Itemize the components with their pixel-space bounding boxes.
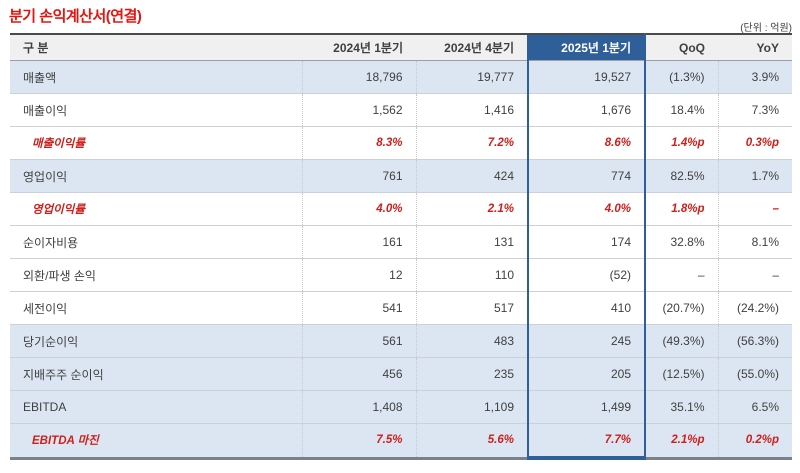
value-cell: (52) bbox=[527, 258, 646, 292]
table-row: 지배주주 순이익 456 235 205 (12.5%) (55.0%) bbox=[10, 357, 792, 391]
row-label: 당기순이익 bbox=[10, 324, 302, 358]
row-label: 영업이익 bbox=[10, 159, 302, 193]
value-cell: 161 bbox=[301, 225, 416, 259]
row-label: 매출이익률 bbox=[10, 126, 302, 160]
value-cell: 205 bbox=[527, 357, 646, 391]
value-cell: 0.2%p bbox=[717, 423, 792, 460]
value-cell: 12 bbox=[301, 258, 416, 292]
value-cell: 174 bbox=[527, 225, 646, 259]
value-cell: 483 bbox=[415, 324, 528, 358]
row-label: 지배주주 순이익 bbox=[10, 357, 302, 391]
row-label: 외환/파생 손익 bbox=[10, 258, 302, 292]
value-cell: 35.1% bbox=[644, 390, 718, 424]
value-cell: 3.9% bbox=[717, 60, 792, 94]
value-cell: 1,416 bbox=[415, 93, 528, 127]
value-cell: 761 bbox=[301, 159, 416, 193]
table-row: 영업이익률 4.0% 2.1% 4.0% 1.8%p – bbox=[10, 192, 792, 226]
column-header: 2024년 1분기 bbox=[302, 33, 416, 61]
value-cell: 8.1% bbox=[717, 225, 792, 259]
table-body: 매출액 18,796 19,777 19,527 (1.3%) 3.9% 매출이익 1,562… bbox=[10, 60, 792, 460]
value-cell: 1,408 bbox=[301, 390, 416, 424]
value-cell: – bbox=[644, 258, 718, 292]
value-cell: 6.5% bbox=[717, 390, 792, 424]
value-cell: 18.4% bbox=[644, 93, 718, 127]
row-label: 영업이익률 bbox=[10, 192, 302, 226]
value-cell: 0.3%p bbox=[717, 126, 792, 160]
value-cell: (12.5%) bbox=[644, 357, 718, 391]
table-row: 순이자비용 161 131 174 32.8% 8.1% bbox=[10, 225, 792, 259]
value-cell: 7.2% bbox=[415, 126, 528, 160]
unit-note: (단위 : 억원) bbox=[740, 23, 792, 34]
value-cell: 1,676 bbox=[527, 93, 646, 127]
value-cell: 517 bbox=[415, 291, 528, 325]
income-statement-table: 구 분 2024년 1분기 2024년 4분기 2025년 1분기 QoQ YoY 매출액… bbox=[10, 33, 792, 460]
value-cell: – bbox=[717, 258, 792, 292]
value-cell: 1.4%p bbox=[644, 126, 718, 160]
value-cell: 82.5% bbox=[644, 159, 718, 193]
table-row: 매출이익 1,562 1,416 1,676 18.4% 7.3% bbox=[10, 93, 792, 127]
value-cell: 5.6% bbox=[415, 423, 528, 460]
value-cell: 541 bbox=[301, 291, 416, 325]
table-row: EBITDA 마진 7.5% 5.6% 7.7% 2.1%p 0.2%p bbox=[10, 423, 792, 460]
value-cell: 7.7% bbox=[527, 423, 646, 460]
value-cell: 1,499 bbox=[527, 390, 646, 424]
value-cell: (55.0%) bbox=[717, 357, 792, 391]
value-cell: 32.8% bbox=[644, 225, 718, 259]
table-row: 영업이익 761 424 774 82.5% 1.7% bbox=[10, 159, 792, 193]
value-cell: 245 bbox=[527, 324, 646, 358]
value-cell: 2.1% bbox=[415, 192, 528, 226]
value-cell: (20.7%) bbox=[644, 291, 718, 325]
row-label: EBITDA 마진 bbox=[10, 423, 302, 460]
table-row: EBITDA 1,408 1,109 1,499 35.1% 6.5% bbox=[10, 390, 792, 424]
value-cell: 4.0% bbox=[301, 192, 416, 226]
value-cell: 7.5% bbox=[301, 423, 416, 460]
row-label: 매출이익 bbox=[10, 93, 302, 127]
value-cell: (56.3%) bbox=[717, 324, 792, 358]
column-header: YoY bbox=[718, 33, 792, 61]
column-header-category: 구 분 bbox=[10, 33, 302, 61]
row-label: 매출액 bbox=[10, 60, 302, 94]
page-title: 분기 손익계산서(연결) bbox=[9, 8, 142, 25]
column-header: 2025년 1분기 bbox=[527, 33, 646, 61]
value-cell: 19,527 bbox=[527, 60, 646, 94]
table-row: 외환/파생 손익 12 110 (52) – – bbox=[10, 258, 792, 292]
value-cell: 110 bbox=[415, 258, 528, 292]
table-header: 구 분 2024년 1분기 2024년 4분기 2025년 1분기 QoQ YoY bbox=[10, 33, 792, 61]
value-cell: 19,777 bbox=[415, 60, 528, 94]
column-header: 2024년 4분기 bbox=[416, 33, 528, 61]
value-cell: (1.3%) bbox=[644, 60, 718, 94]
value-cell: 561 bbox=[301, 324, 416, 358]
value-cell: 424 bbox=[415, 159, 528, 193]
table-row: 매출이익률 8.3% 7.2% 8.6% 1.4%p 0.3%p bbox=[10, 126, 792, 160]
value-cell: 1.8%p bbox=[644, 192, 718, 226]
row-label: 순이자비용 bbox=[10, 225, 302, 259]
value-cell: 1.7% bbox=[717, 159, 792, 193]
value-cell: 235 bbox=[415, 357, 528, 391]
value-cell: 1,562 bbox=[301, 93, 416, 127]
table-row: 매출액 18,796 19,777 19,527 (1.3%) 3.9% bbox=[10, 60, 792, 94]
value-cell: 18,796 bbox=[301, 60, 416, 94]
row-label: 세전이익 bbox=[10, 291, 302, 325]
value-cell: 774 bbox=[527, 159, 646, 193]
value-cell: 456 bbox=[301, 357, 416, 391]
table-row: 세전이익 541 517 410 (20.7%) (24.2%) bbox=[10, 291, 792, 325]
value-cell: – bbox=[717, 192, 792, 226]
column-header: QoQ bbox=[645, 33, 718, 61]
value-cell: 131 bbox=[415, 225, 528, 259]
header-row: 구 분 2024년 1분기 2024년 4분기 2025년 1분기 QoQ YoY bbox=[10, 33, 792, 61]
value-cell: 8.6% bbox=[527, 126, 646, 160]
value-cell: 2.1%p bbox=[644, 423, 718, 460]
value-cell: 1,109 bbox=[415, 390, 528, 424]
value-cell: (24.2%) bbox=[717, 291, 792, 325]
row-label: EBITDA bbox=[10, 390, 302, 424]
value-cell: 8.3% bbox=[301, 126, 416, 160]
value-cell: 7.3% bbox=[717, 93, 792, 127]
value-cell: 4.0% bbox=[527, 192, 646, 226]
value-cell: 410 bbox=[527, 291, 646, 325]
value-cell: (49.3%) bbox=[644, 324, 718, 358]
table-row: 당기순이익 561 483 245 (49.3%) (56.3%) bbox=[10, 324, 792, 358]
